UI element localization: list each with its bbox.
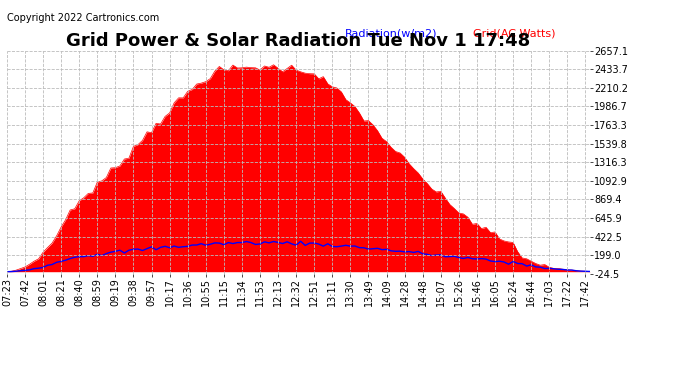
Text: Radiation(w/m2): Radiation(w/m2): [345, 28, 437, 38]
Title: Grid Power & Solar Radiation Tue Nov 1 17:48: Grid Power & Solar Radiation Tue Nov 1 1…: [66, 33, 531, 51]
Text: Grid(AC Watts): Grid(AC Watts): [473, 28, 556, 38]
Text: Copyright 2022 Cartronics.com: Copyright 2022 Cartronics.com: [7, 13, 159, 23]
